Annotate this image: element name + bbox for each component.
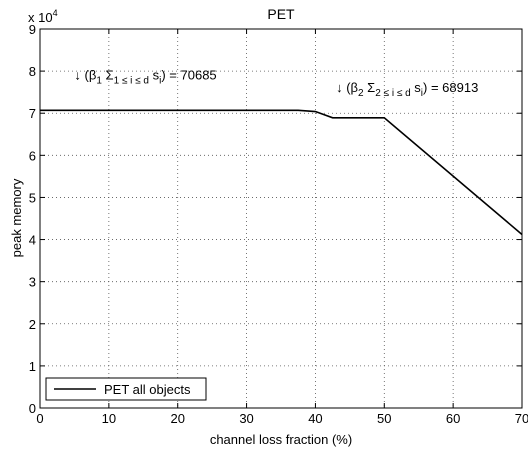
x-tick-label: 30 xyxy=(239,411,253,426)
y-axis-label: peak memory xyxy=(9,178,24,257)
x-tick-label: 40 xyxy=(308,411,322,426)
annotation-text: (β xyxy=(343,80,358,95)
chart-title: PET xyxy=(267,6,295,22)
annotation-1: ↓ (β1 Σ1 ≤ i ≤ d si) = 70685 xyxy=(74,68,216,87)
x-tick-label: 60 xyxy=(446,411,460,426)
series-line-pet-all-objects xyxy=(40,109,523,236)
annotation-subscript: 2 xyxy=(358,88,364,99)
x-axis-label: channel loss fraction (%) xyxy=(210,432,352,447)
y-tick-label: 1 xyxy=(29,359,36,374)
y-tick-label: 0 xyxy=(29,401,36,416)
x-tick-label: 50 xyxy=(377,411,391,426)
annotation-text: s xyxy=(149,68,160,83)
y-multiplier-exponent: 4 xyxy=(53,8,58,18)
y-tick-label: 6 xyxy=(29,148,36,163)
y-tick-label: 9 xyxy=(29,22,36,37)
grid xyxy=(40,29,522,408)
annotation-text: (β xyxy=(81,68,96,83)
x-tick-label: 10 xyxy=(102,411,116,426)
y-tick-label: 5 xyxy=(29,190,36,205)
annotation-text: Σ xyxy=(364,80,376,95)
legend-box xyxy=(45,377,207,401)
y-tick-label: 3 xyxy=(29,275,36,290)
annotation-subscript: 1 ≤ i ≤ d xyxy=(114,76,149,87)
axes: 0 10 20 30 40 50 60 70 0 1 2 3 4 5 6 7 8 9 xyxy=(29,22,528,426)
legend: PET all objects xyxy=(45,377,207,401)
plot-frame xyxy=(39,28,523,409)
annotation-subscript: i xyxy=(159,76,161,87)
series xyxy=(40,109,523,236)
y-tick-label: 4 xyxy=(29,233,36,248)
annotation-text: ) = 70685 xyxy=(161,68,216,83)
y-tick-label: 8 xyxy=(29,64,36,79)
legend-label-pet-all-objects: PET all objects xyxy=(104,382,191,397)
y-multiplier-base: x 10 xyxy=(28,10,53,25)
y-multiplier: x 104 xyxy=(28,8,58,25)
annotation-arrow: ↓ xyxy=(74,68,81,83)
x-tick-label: 70 xyxy=(515,411,528,426)
x-tick-label: 20 xyxy=(170,411,184,426)
annotation-subscript: 2 ≤ i ≤ d xyxy=(375,88,410,99)
annotation-text: Σ xyxy=(102,68,114,83)
y-tick-label: 7 xyxy=(29,106,36,121)
annotation-subscript: i xyxy=(421,88,423,99)
annotations: ↓ (β1 Σ1 ≤ i ≤ d si) = 70685↓ (β2 Σ2 ≤ i… xyxy=(74,68,478,100)
annotation-text: s xyxy=(411,80,422,95)
annotation-arrow: ↓ xyxy=(336,80,343,95)
annotation-subscript: 1 xyxy=(96,76,102,87)
annotation-2: ↓ (β2 Σ2 ≤ i ≤ d si) = 68913 xyxy=(336,80,478,99)
annotation-text: ) = 68913 xyxy=(423,80,478,95)
x-tick-label: 0 xyxy=(36,411,43,426)
plot-area xyxy=(40,29,522,408)
y-tick-label: 2 xyxy=(29,317,36,332)
